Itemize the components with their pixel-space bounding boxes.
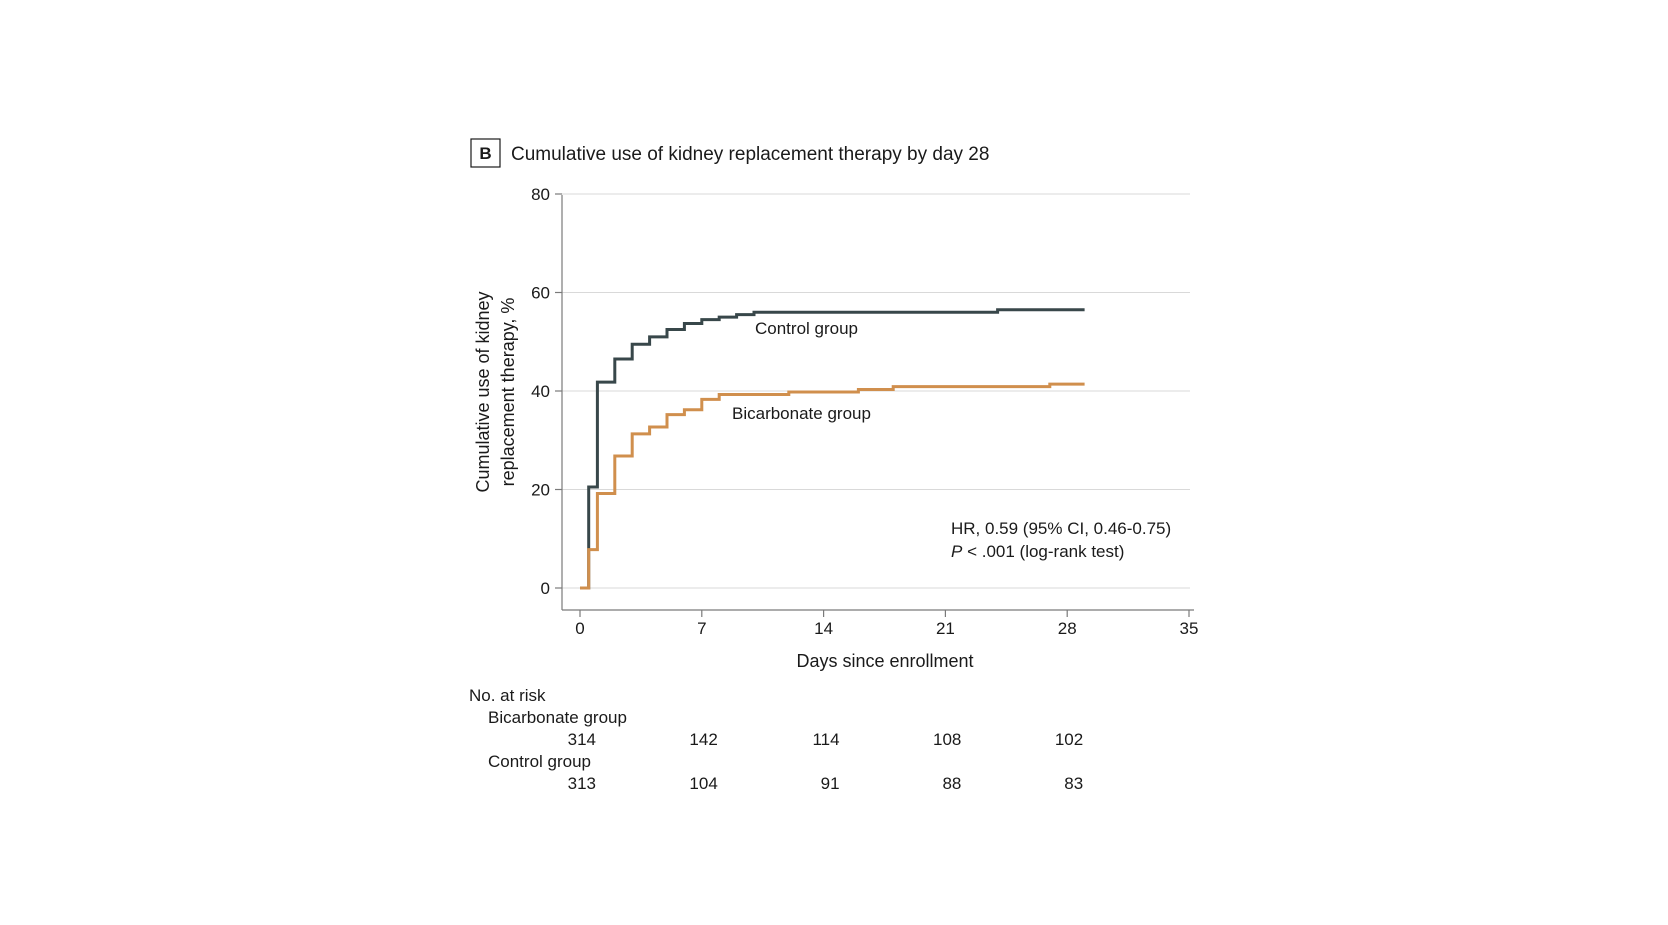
series-curve-bicarbonate-group xyxy=(580,382,1085,590)
y-tick-label-60: 60 xyxy=(531,284,550,303)
risk-counts: 314 142 114 108 102 313 104 91 88 83 xyxy=(568,730,1084,793)
risk-count-bicarbonate-group-day-21: 108 xyxy=(933,730,961,749)
risk-count-control-group-day-7: 104 xyxy=(689,774,717,793)
p-value-annotation: P < .001 (log-rank test) xyxy=(951,542,1124,561)
chart-title: Cumulative use of kidney replacement the… xyxy=(511,144,989,165)
y-tick-labels: 0 20 40 60 80 xyxy=(531,185,562,598)
gridlines xyxy=(562,193,1190,589)
x-tick-label-28: 28 xyxy=(1058,619,1077,638)
x-tick-label-0: 0 xyxy=(575,619,584,638)
y-axis-title-line-2: replacement therapy, % xyxy=(498,298,518,487)
series-curve-control-group xyxy=(580,308,1085,590)
series-label-control: Control group xyxy=(755,319,858,338)
risk-count-control-group-day-0: 313 xyxy=(568,774,596,793)
y-tick-label-80: 80 xyxy=(531,185,550,204)
axes xyxy=(561,195,1194,611)
risk-count-bicarbonate-group-day-7: 142 xyxy=(689,730,717,749)
hr-annotation: HR, 0.59 (95% CI, 0.46-0.75) xyxy=(951,519,1171,538)
x-tick-labels: 0 7 14 21 28 35 xyxy=(575,610,1198,638)
y-tick-label-0: 0 xyxy=(541,579,550,598)
series-label-bicarbonate: Bicarbonate group xyxy=(732,404,871,423)
x-tick-label-35: 35 xyxy=(1180,619,1199,638)
x-tick-label-14: 14 xyxy=(814,619,833,638)
risk-count-control-group-day-21: 88 xyxy=(942,774,961,793)
y-axis-title-line-1: Cumulative use of kidney xyxy=(473,291,493,492)
risk-count-bicarbonate-group-day-0: 314 xyxy=(568,730,596,749)
x-axis-title: Days since enrollment xyxy=(796,651,973,671)
risk-group-name-control: Control group xyxy=(488,752,591,771)
risk-table-header: No. at risk xyxy=(469,686,546,705)
risk-group-name-bicarbonate: Bicarbonate group xyxy=(488,708,627,727)
y-tick-label-40: 40 xyxy=(531,382,550,401)
risk-count-bicarbonate-group-day-14: 114 xyxy=(812,730,839,749)
series-curves xyxy=(580,308,1085,590)
x-tick-label-7: 7 xyxy=(697,619,706,638)
risk-count-control-group-day-14: 91 xyxy=(821,774,840,793)
p-rest: < .001 (log-rank test) xyxy=(962,542,1124,561)
risk-count-control-group-day-28: 83 xyxy=(1064,774,1083,793)
risk-count-bicarbonate-group-day-28: 102 xyxy=(1055,730,1083,749)
p-italic: P xyxy=(951,542,963,561)
x-tick-label-21: 21 xyxy=(936,619,955,638)
y-tick-label-20: 20 xyxy=(531,481,550,500)
panel-letter-box xyxy=(470,138,501,168)
panel-letter: B xyxy=(479,144,491,163)
